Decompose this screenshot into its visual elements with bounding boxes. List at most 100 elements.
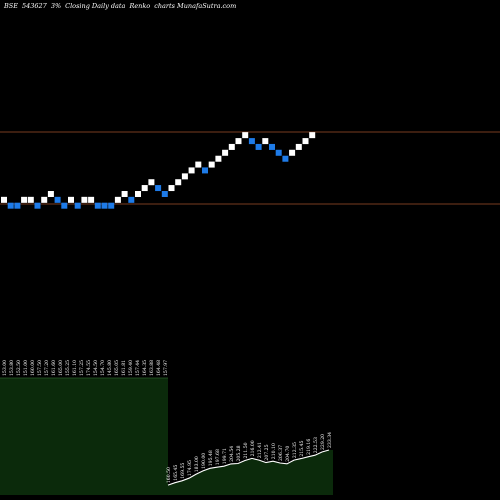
- value-label: 153.00: [2, 360, 8, 376]
- value-label: 169.55: [180, 463, 186, 479]
- renko-brick-up: [148, 179, 155, 186]
- chart-title: BSE 543627 3% Closing Daily data Renko charts…: [4, 2, 240, 10]
- value-label: 190.00: [201, 453, 207, 469]
- value-label: 154.50: [93, 360, 99, 376]
- value-label: 197.68: [215, 449, 221, 465]
- value-label: 160.50: [166, 467, 172, 483]
- renko-brick-up: [262, 138, 269, 145]
- renko-brick-up: [289, 149, 296, 156]
- value-label: 165.45: [173, 465, 179, 481]
- value-label: 154.70: [100, 360, 106, 376]
- value-label: 195.48: [208, 450, 214, 466]
- renko-brick-down: [61, 202, 68, 209]
- renko-brick-down: [275, 149, 282, 156]
- value-label: 212.35: [292, 442, 298, 458]
- area-line: [167, 449, 330, 486]
- renko-brick-down: [14, 202, 21, 209]
- symbol-label: 543627: [21, 2, 47, 10]
- value-label: 159.40: [128, 360, 134, 376]
- renko-brick-down: [101, 202, 108, 209]
- renko-brick-up: [68, 196, 74, 203]
- value-label: 165.05: [114, 360, 120, 376]
- value-label: 174.55: [86, 360, 92, 376]
- area-fill: [168, 450, 333, 495]
- renko-brick-down: [255, 143, 262, 150]
- value-label: 151.00: [23, 360, 29, 376]
- value-label: 174.95: [187, 460, 193, 476]
- value-label: 145.80: [107, 360, 113, 376]
- value-label: 222.53: [313, 437, 319, 453]
- renko-brick-up: [309, 132, 316, 139]
- value-label: 206.37: [278, 445, 284, 461]
- renko-brick-up: [228, 143, 235, 150]
- renko-brick-up: [215, 155, 222, 162]
- value-label: 157.97: [163, 360, 169, 376]
- renko-brick-up: [208, 161, 215, 168]
- renko-brick-down: [282, 155, 289, 162]
- value-label: 160.00: [30, 360, 36, 376]
- value-label: 183.00: [194, 456, 200, 472]
- renko-brick-up: [121, 191, 128, 198]
- renko-brick-up: [302, 138, 309, 145]
- value-label: 152.50: [16, 360, 22, 376]
- value-label: 157.50: [37, 360, 43, 376]
- renko-brick-down: [248, 138, 255, 145]
- lower-area-panel: [0, 377, 333, 495]
- value-label: 211.50: [243, 442, 249, 458]
- renko-brick-up: [47, 191, 54, 198]
- renko-brick-down: [128, 196, 135, 203]
- renko-brick-up: [188, 167, 195, 174]
- value-label: 157.20: [44, 360, 50, 376]
- renko-brick-up: [135, 191, 141, 198]
- renko-brick-up: [27, 196, 34, 203]
- renko-bricks: [1, 132, 316, 209]
- area-block: [0, 378, 168, 495]
- renko-brick-down: [7, 202, 14, 209]
- value-label: 161.10: [72, 360, 78, 376]
- closing-data-link[interactable]: Closing Daily data: [65, 2, 126, 10]
- renko-brick-up: [181, 173, 188, 180]
- value-label: 157.25: [79, 360, 85, 376]
- lower-value-labels: 153.00 153.80 152.50 151.00 160.00 157.50 157.…: [2, 360, 333, 483]
- renko-brick-up: [295, 143, 302, 150]
- box-size-label: 3%: [50, 2, 62, 10]
- value-label: 164.35: [142, 360, 148, 376]
- renko-brick-up: [41, 196, 48, 203]
- renko-brick-up: [141, 185, 148, 192]
- value-label: 157.44: [135, 360, 141, 376]
- value-label: 219.16: [306, 439, 312, 455]
- site-label: charts MunafaSutra.com: [154, 2, 237, 10]
- renko-brick-down: [54, 196, 61, 203]
- renko-brick-down: [108, 202, 115, 209]
- value-label: 164.48: [156, 360, 162, 376]
- renko-brick-down: [155, 185, 162, 192]
- value-label: 165.00: [58, 360, 64, 376]
- renko-brick-up: [195, 161, 202, 168]
- reference-lines: [0, 131, 500, 205]
- value-label: 216.00: [250, 440, 256, 456]
- renko-brick-up: [168, 185, 175, 192]
- renko-brick-up: [114, 196, 121, 203]
- renko-brick-down: [202, 167, 208, 174]
- renko-brick-up: [1, 196, 7, 203]
- renko-brick-down: [94, 202, 101, 209]
- product-label: Renko: [129, 2, 151, 10]
- value-label: 204.54: [229, 446, 235, 462]
- renko-brick-up: [81, 196, 88, 203]
- value-label: 212.41: [257, 442, 263, 458]
- renko-brick-up: [235, 138, 242, 145]
- value-label: 155.25: [65, 360, 71, 376]
- value-label: 215.45: [299, 440, 305, 456]
- renko-brick-up: [88, 196, 95, 203]
- renko-brick-down: [161, 191, 168, 198]
- renko-brick-up: [175, 179, 182, 186]
- value-label: 207.25: [264, 444, 270, 460]
- renko-brick-down: [269, 143, 275, 150]
- exchange-label: BSE: [4, 2, 18, 10]
- value-label: 205.28: [236, 445, 242, 461]
- renko-brick-down: [74, 202, 81, 209]
- value-label: 229.20: [320, 434, 326, 450]
- renko-brick-up: [222, 149, 229, 156]
- value-label: 233.34: [327, 432, 333, 448]
